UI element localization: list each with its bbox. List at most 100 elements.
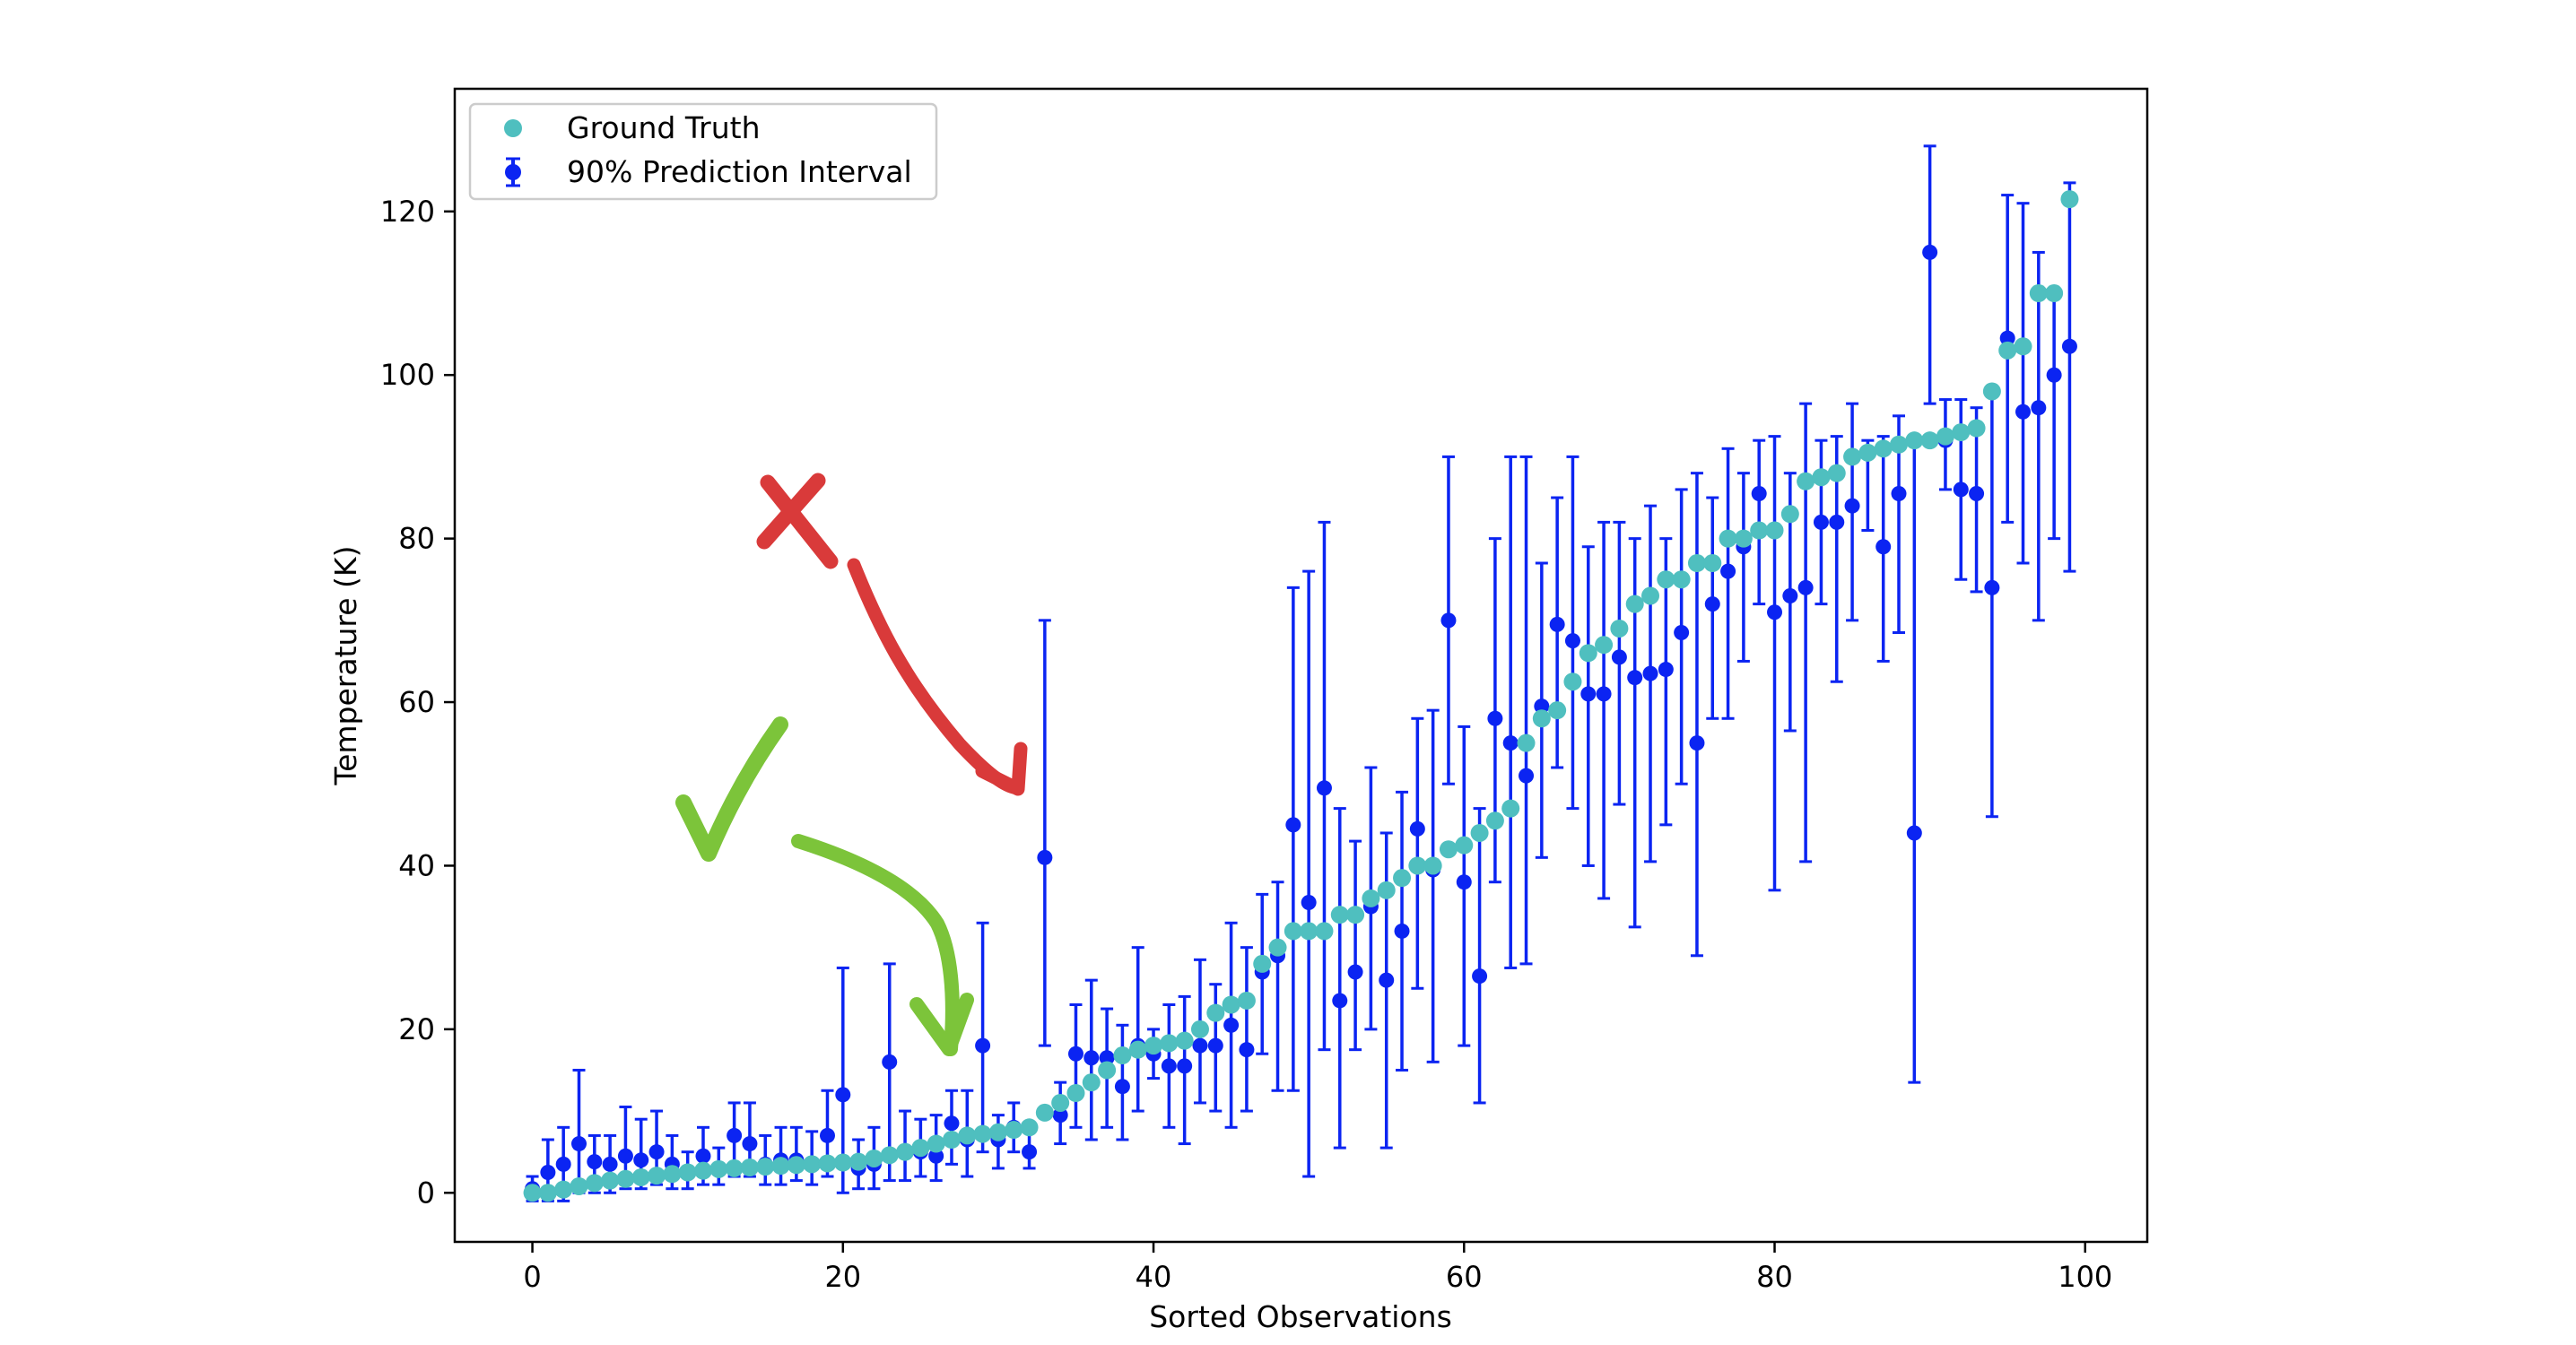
ground-truth-point bbox=[1579, 644, 1597, 663]
y-axis: 0 20 40 60 80 100 120 bbox=[380, 195, 455, 1210]
ground-truth-point bbox=[1300, 922, 1318, 941]
prediction-point bbox=[1969, 485, 1985, 501]
ground-truth-point bbox=[678, 1163, 697, 1182]
ground-truth-point bbox=[988, 1123, 1007, 1141]
x-tick-label: 60 bbox=[1446, 1260, 1483, 1294]
red-arrow-head bbox=[975, 742, 1028, 796]
red-cross-arrow-annotation bbox=[756, 473, 1028, 796]
ground-truth-point bbox=[1936, 427, 1954, 446]
ground-truth-point bbox=[1982, 382, 2001, 401]
prediction-point bbox=[1037, 849, 1053, 865]
ground-truth-point bbox=[585, 1174, 604, 1193]
ground-truth-point bbox=[1485, 811, 1504, 830]
ground-truth-point bbox=[1222, 995, 1240, 1014]
plot-area-frame bbox=[453, 87, 2149, 1244]
prediction-point bbox=[555, 1156, 571, 1172]
prediction-point bbox=[1689, 735, 1705, 751]
ground-truth-point bbox=[1890, 435, 1909, 454]
prediction-point bbox=[1596, 686, 1612, 702]
green-arrow-shaft bbox=[791, 834, 960, 1056]
ground-truth-point bbox=[1827, 464, 1846, 482]
ground-truth-point bbox=[1253, 954, 1272, 973]
ground-truth-point bbox=[1128, 1040, 1147, 1059]
ground-truth-point bbox=[1082, 1073, 1101, 1092]
ground-truth-point bbox=[663, 1165, 682, 1184]
ground-truth-point bbox=[1595, 636, 1614, 655]
prediction-point bbox=[570, 1136, 587, 1152]
ground-truth-point bbox=[927, 1134, 945, 1153]
x-tick-label: 80 bbox=[1756, 1260, 1793, 1294]
prediction-point bbox=[1519, 768, 1535, 784]
ground-truth-point bbox=[631, 1167, 650, 1186]
x-tick-label: 0 bbox=[523, 1260, 541, 1294]
ground-truth-point bbox=[1812, 468, 1831, 487]
ground-truth-point bbox=[1703, 553, 1722, 572]
prediction-point bbox=[835, 1087, 851, 1103]
red-cross-icon bbox=[756, 473, 839, 569]
prediction-point bbox=[1114, 1079, 1130, 1095]
prediction-point bbox=[1534, 699, 1550, 715]
ground-truth-point bbox=[911, 1139, 930, 1158]
ground-truth-point bbox=[1408, 856, 1427, 875]
ground-truth-point bbox=[1548, 701, 1567, 720]
prediction-point bbox=[1658, 662, 1674, 678]
legend: Ground Truth 90% Prediction Interval bbox=[468, 102, 938, 201]
ground-truth-point bbox=[1858, 443, 1877, 462]
y-tick-label: 40 bbox=[398, 848, 435, 882]
ground-truth-point bbox=[554, 1180, 573, 1199]
ground-truth-point bbox=[1625, 594, 1644, 613]
prediction-point bbox=[1953, 482, 1969, 498]
prediction-point bbox=[1720, 563, 1736, 579]
ground-truth-point bbox=[725, 1158, 744, 1177]
prediction-point bbox=[2061, 338, 2077, 354]
prediction-point bbox=[617, 1148, 633, 1164]
ground-truth-point bbox=[1920, 431, 1939, 450]
ground-truth-point bbox=[2029, 284, 2048, 303]
ground-truth-point bbox=[1035, 1103, 1054, 1122]
ground-truth-point bbox=[1657, 570, 1675, 589]
prediction-point bbox=[1285, 817, 1301, 833]
ground-truth-point bbox=[709, 1159, 728, 1178]
prediction-point bbox=[1611, 649, 1627, 665]
prediction-point bbox=[540, 1164, 556, 1180]
ground-truth-point bbox=[1610, 619, 1629, 638]
ground-truth-point bbox=[1160, 1034, 1179, 1053]
legend-ground-truth-marker bbox=[504, 119, 522, 137]
prediction-point bbox=[944, 1115, 960, 1132]
ground-truth-point bbox=[1750, 521, 1769, 540]
prediction-point bbox=[1502, 735, 1519, 751]
prediction-point bbox=[1409, 820, 1425, 837]
x-tick-label: 20 bbox=[824, 1260, 861, 1294]
prediction-point bbox=[2031, 400, 2047, 416]
ground-truth-point bbox=[1719, 529, 1737, 548]
ground-truth-point bbox=[803, 1155, 822, 1174]
ground-truth-point bbox=[1423, 856, 1442, 875]
prediction-point bbox=[819, 1127, 835, 1143]
prediction-point bbox=[1301, 894, 1317, 910]
ground-truth-point bbox=[865, 1149, 883, 1167]
prediction-point bbox=[1704, 596, 1720, 612]
prediction-point bbox=[1751, 485, 1767, 501]
prediction-point bbox=[602, 1156, 618, 1172]
ground-truth-point bbox=[787, 1156, 805, 1175]
prediction-point bbox=[1674, 625, 1690, 641]
green-check-arrow-annotation bbox=[675, 716, 974, 1056]
ground-truth-point bbox=[1797, 472, 1815, 490]
prediction-point bbox=[1316, 780, 1332, 796]
x-tick-label: 40 bbox=[1136, 1260, 1172, 1294]
ground-truth-point bbox=[1315, 922, 1334, 941]
prediction-point bbox=[1022, 1144, 1038, 1160]
ground-truth-point bbox=[1765, 521, 1784, 540]
prediction-point bbox=[1906, 825, 1922, 841]
prediction-point bbox=[1875, 539, 1892, 555]
prediction-point bbox=[1984, 579, 2000, 595]
ground-truth-point bbox=[1284, 922, 1302, 941]
ground-truth-point bbox=[1020, 1118, 1039, 1137]
y-tick-label: 100 bbox=[380, 358, 435, 392]
ground-truth-point bbox=[1439, 840, 1458, 859]
prediction-point bbox=[742, 1136, 758, 1152]
ground-truth-point bbox=[942, 1130, 961, 1149]
ground-truth-point bbox=[973, 1124, 992, 1143]
green-check-icon bbox=[675, 716, 788, 862]
